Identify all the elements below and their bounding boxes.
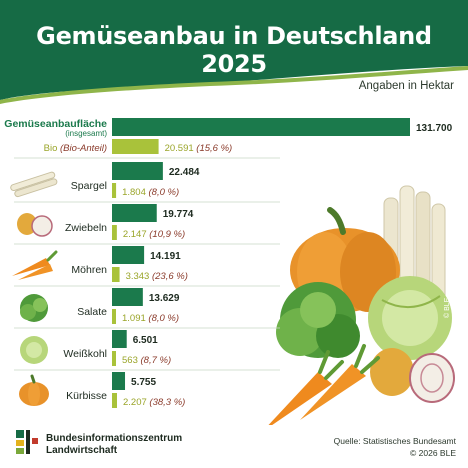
value-label-bio: 1.804 (8,0 %) <box>122 187 179 198</box>
value-label-bio: 563 (8,7 %) <box>122 355 171 366</box>
carrot-greens <box>46 250 58 262</box>
bar-total <box>112 246 145 264</box>
source-text: Quelle: Statistisches Bundesamt <box>333 436 456 446</box>
bar-bio <box>112 267 120 282</box>
asparagus-stalk <box>14 178 58 198</box>
lettuce-icon <box>20 294 48 322</box>
lettuce-illustration <box>276 282 360 358</box>
category-label: Kürbisse <box>66 390 107 402</box>
category-sublabel: (insgesamt) <box>65 129 107 138</box>
lettuce-leaf <box>33 298 47 312</box>
value-label-bio: 1.091 (8,0 %) <box>122 313 179 324</box>
lettuce-leaf <box>20 304 36 320</box>
category-label: Gemüseanbaufläche <box>4 118 107 130</box>
value-label-bio: 20.591 (15,6 %) <box>165 143 233 154</box>
asparagus-stalk <box>10 171 56 192</box>
value-label-total: 6.501 <box>133 335 158 346</box>
category-label: Salate <box>77 306 107 318</box>
onion-half <box>31 215 53 237</box>
category-label: Zwiebeln <box>65 222 107 234</box>
cabbage-core <box>26 342 42 358</box>
bar-bio <box>112 139 159 154</box>
bar-total <box>112 372 126 390</box>
organization-line-2: Landwirtschaft <box>46 445 118 456</box>
bar-total <box>112 288 143 306</box>
value-label-total: 14.191 <box>150 251 181 262</box>
bar-bio <box>112 351 116 366</box>
organization-name: Bundesinformationszentrum Landwirtschaft <box>46 433 182 457</box>
cabbage-illustration <box>368 276 452 360</box>
carrot <box>18 264 53 280</box>
value-label-total: 5.755 <box>131 377 156 388</box>
category-label: Möhren <box>71 264 107 276</box>
category-label: Spargel <box>71 180 107 192</box>
onion-illustration <box>370 348 455 403</box>
pumpkin-icon <box>19 374 49 406</box>
vegetable-illustration <box>268 185 455 425</box>
bio-label: Bio (Bio-Anteil) <box>44 143 107 154</box>
page-title: Gemüseanbau in Deutschland 2025 <box>36 22 432 78</box>
carrot-icon <box>12 250 58 280</box>
carrot <box>12 258 50 276</box>
category-label: Weißkohl <box>63 348 107 360</box>
value-label-bio: 2.207 (38,3 %) <box>123 397 185 408</box>
value-label-bio: 2.147 (10,9 %) <box>123 229 185 240</box>
onion-icon <box>17 213 53 237</box>
watermark-copyright: © BLE <box>444 297 451 318</box>
value-label-total: 131.700 <box>416 123 453 134</box>
cabbage-icon <box>20 336 48 364</box>
header-band <box>0 0 468 104</box>
pumpkin-rib <box>28 382 40 406</box>
bar-bio <box>112 225 117 240</box>
asparagus-icon <box>10 171 58 198</box>
bar-bio <box>112 183 117 198</box>
value-label-total: 22.484 <box>169 167 200 178</box>
ble-logo-icon <box>14 428 40 456</box>
bar-total <box>112 162 163 180</box>
carrot-illustration <box>268 344 380 425</box>
unit-label: Angaben in Hektar <box>358 80 454 92</box>
pumpkin-stem <box>30 374 36 384</box>
bar-chart: Gemüseanbaufläche(insgesamt) Bio (Bio-Ant… <box>4 118 455 425</box>
bar-total <box>112 118 410 136</box>
bar-total <box>112 204 157 222</box>
value-label-total: 13.629 <box>149 293 180 304</box>
copyright-text: © 2026 BLE <box>410 448 456 458</box>
bar-total <box>112 330 127 348</box>
value-label-total: 19.774 <box>163 209 194 220</box>
organization-line-1: Bundesinformationszentrum <box>46 433 183 444</box>
bar-bio <box>112 309 116 324</box>
source-note: Quelle: Statistisches Bundesamt © 2026 B… <box>334 435 456 459</box>
bar-bio <box>112 393 117 408</box>
value-label-bio: 3.343 (23,6 %) <box>126 271 188 282</box>
